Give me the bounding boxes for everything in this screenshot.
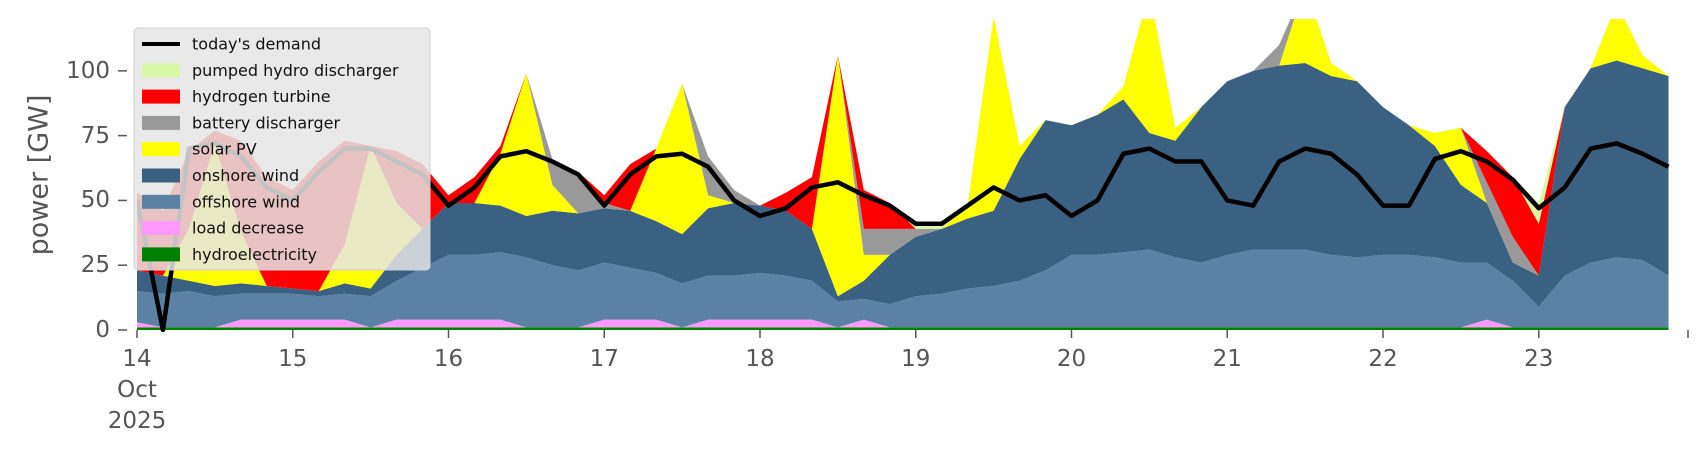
area <box>137 60 1669 307</box>
x-tick-label: 22 <box>1368 346 1398 372</box>
area <box>137 327 1669 330</box>
legend-label: onshore wind <box>192 166 299 185</box>
legend-label: pumped hydro discharger <box>192 61 399 80</box>
y-tick-label: 0 <box>95 317 110 343</box>
legend-label: offshore wind <box>192 192 300 211</box>
legend-label: today's demand <box>192 35 321 54</box>
y-tick-label: 75 <box>80 122 110 149</box>
legend-patch <box>142 194 180 209</box>
x-tick-label: 20 <box>1056 346 1087 372</box>
x-tick-label: 18 <box>745 346 775 372</box>
x-tick-label: 16 <box>433 346 464 372</box>
area <box>137 19 1669 292</box>
y-tick-label: 100 <box>66 57 110 84</box>
legend: today's demand pumped hydro discharger hyd… <box>133 27 431 271</box>
legend-patch <box>142 115 180 130</box>
legend-patch <box>142 221 180 236</box>
legend-patch <box>142 168 180 183</box>
legend-label: hydrogen turbine <box>192 87 331 106</box>
legend-patch <box>142 89 180 104</box>
legend-label: hydroelectricity <box>192 245 317 264</box>
y-tick-label: 50 <box>80 187 110 214</box>
x-tick-label: 23 <box>1524 346 1554 372</box>
x-tick-label: 14 Oct 2025 <box>107 346 167 434</box>
legend-label: load decrease <box>192 219 304 238</box>
legend-patch <box>142 142 180 157</box>
legend-box <box>133 27 431 271</box>
y-axis-label: power [GW] <box>24 95 55 256</box>
area <box>137 319 1669 328</box>
legend-patch <box>142 247 180 262</box>
x-tick-label: 21 <box>1212 346 1242 372</box>
x-tick-label: 17 <box>589 346 619 372</box>
x-tick-label: 19 <box>901 346 931 372</box>
area <box>137 249 1669 328</box>
legend-label: solar PV <box>192 140 257 159</box>
axes <box>118 70 1689 338</box>
legend-label: battery discharger <box>192 113 340 132</box>
legend-patch <box>142 63 180 78</box>
x-tick-label: 15 <box>278 346 308 372</box>
y-tick-label: 25 <box>80 252 110 279</box>
